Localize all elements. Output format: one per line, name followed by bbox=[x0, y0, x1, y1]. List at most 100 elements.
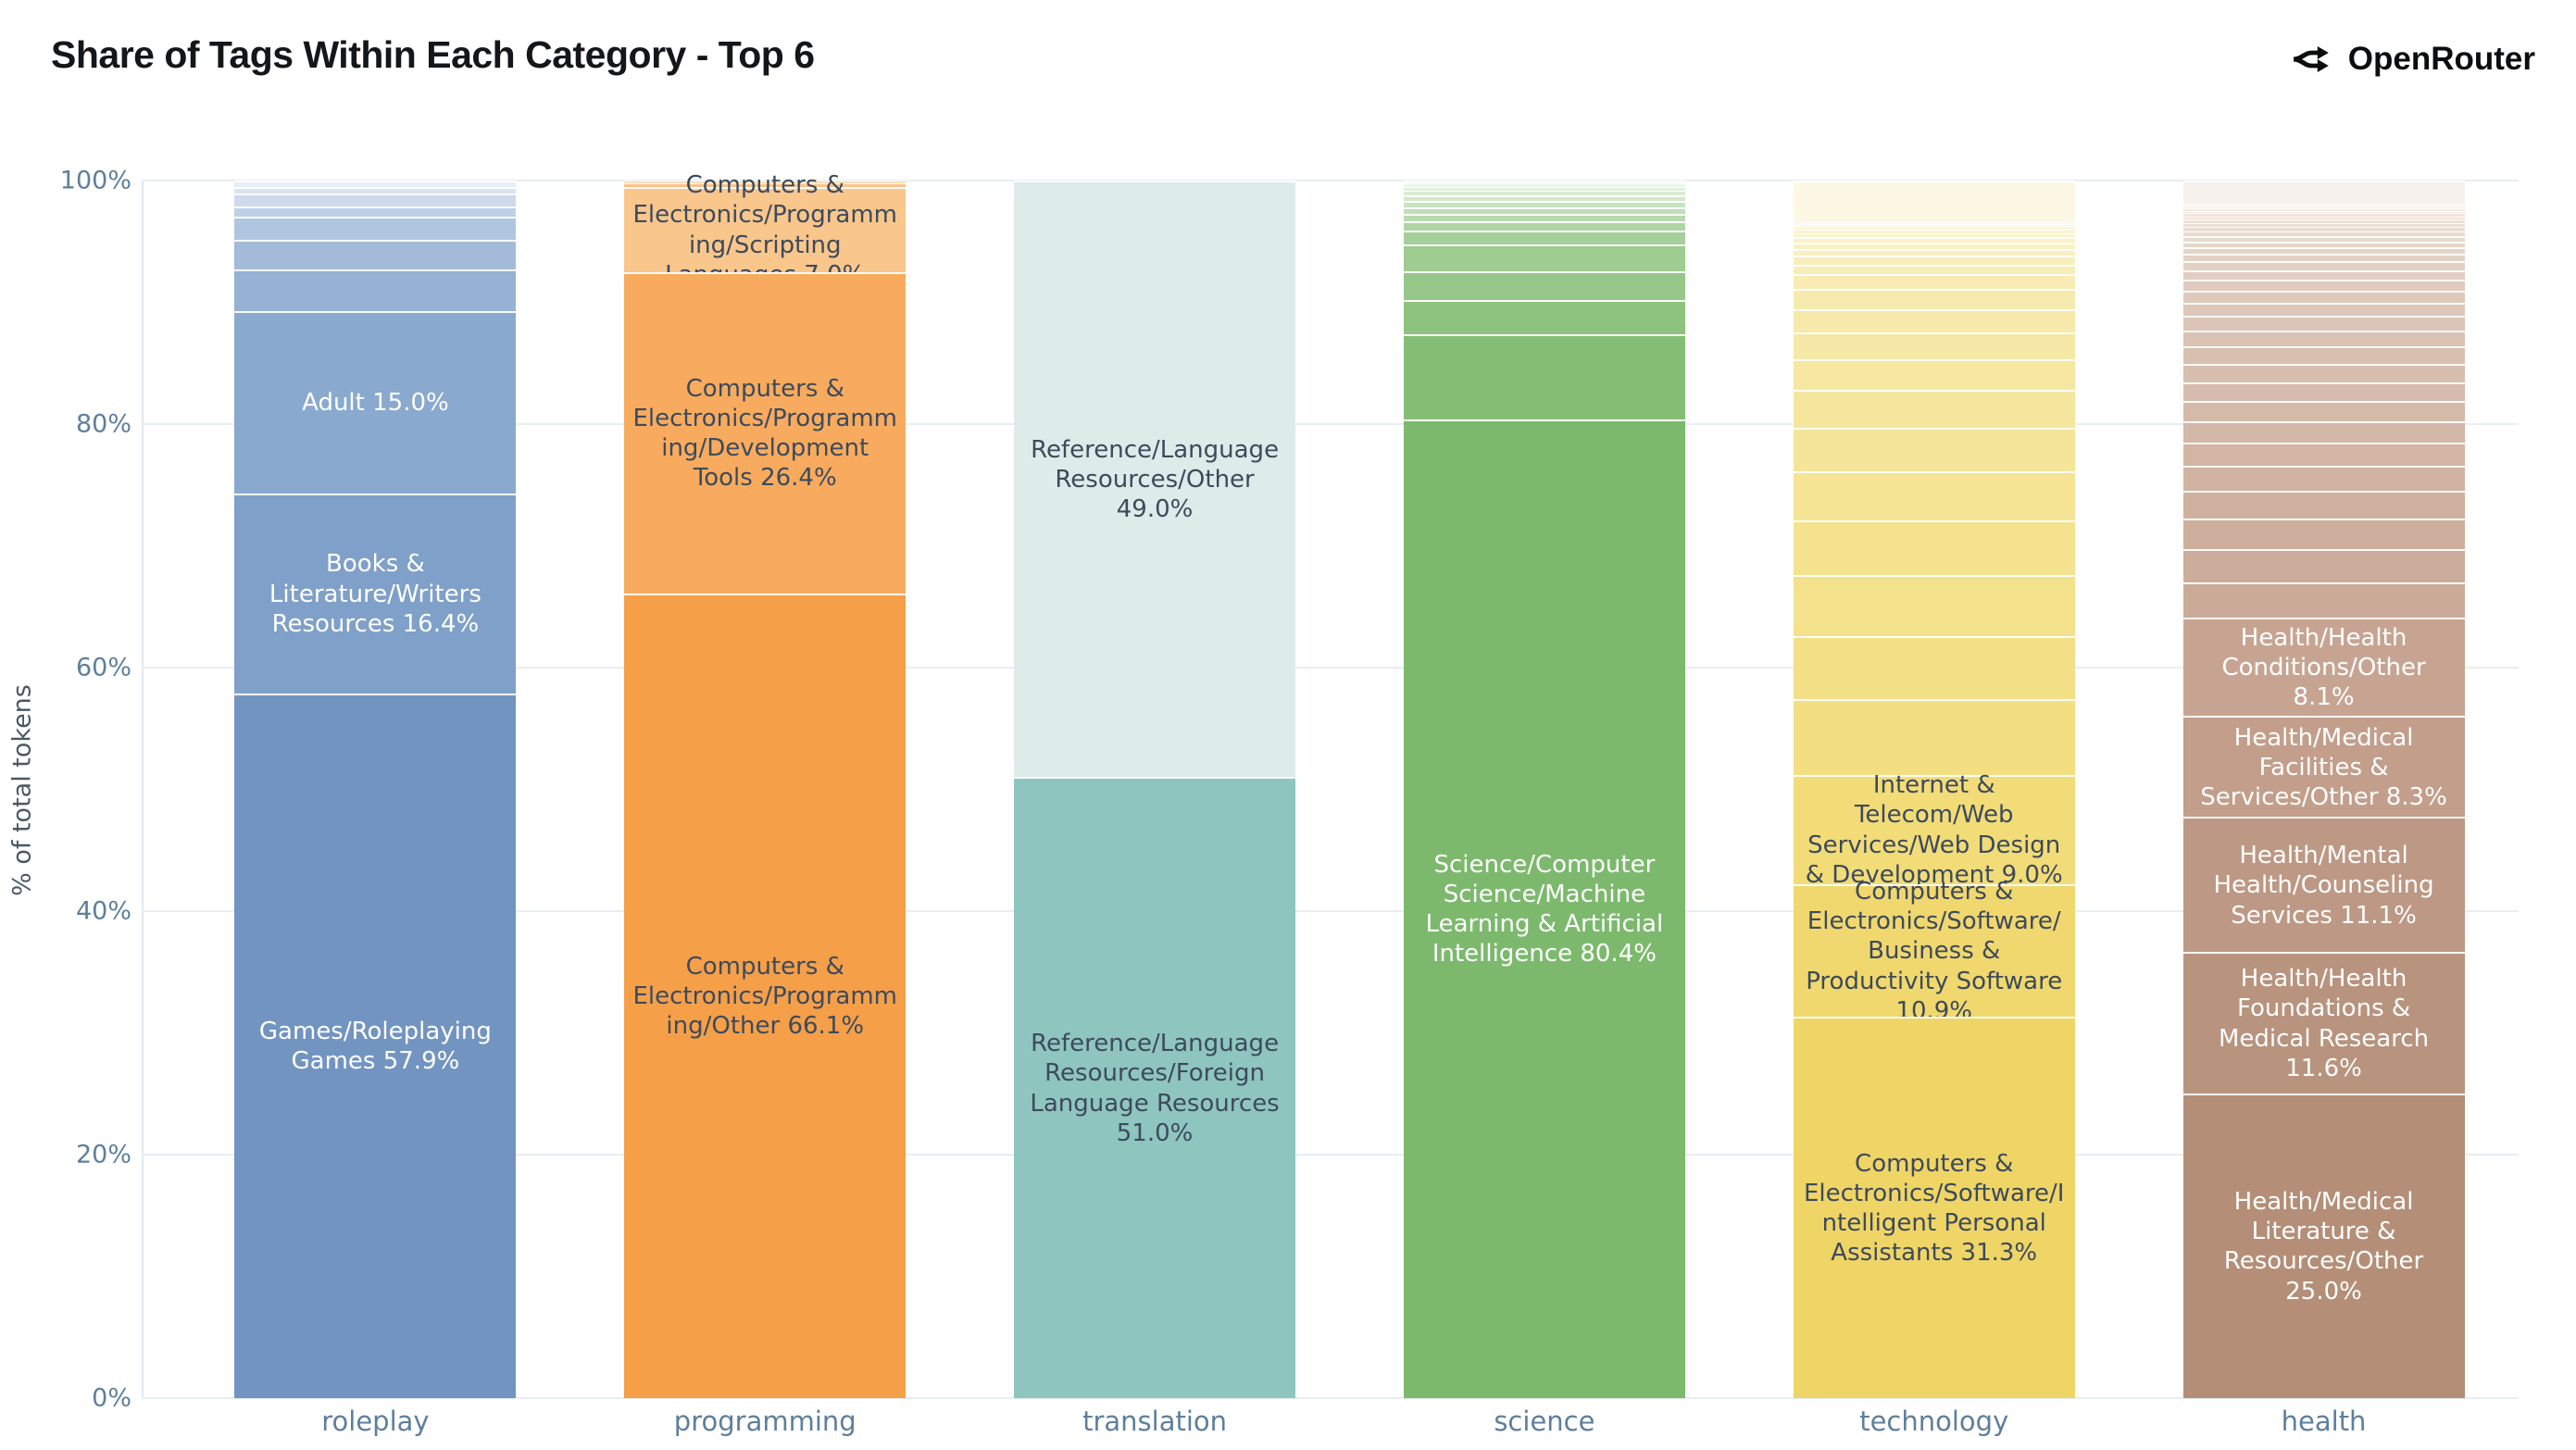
bar-segment-minor[interactable] bbox=[624, 181, 907, 183]
bar-segment-minor[interactable] bbox=[2182, 269, 2465, 281]
bar-segment[interactable]: Adult 15.0% bbox=[234, 310, 517, 494]
bar-segment-minor[interactable] bbox=[2182, 331, 2465, 347]
bar-segment-minor[interactable] bbox=[1403, 214, 1685, 221]
bar-segment[interactable]: Games/Roleplaying Games 57.9% bbox=[234, 693, 517, 1398]
bar-segment-minor[interactable] bbox=[1403, 231, 1685, 244]
bar-segment-minor[interactable] bbox=[2182, 401, 2465, 421]
bar-segment[interactable]: Health/Mental Health/Counseling Services… bbox=[2182, 817, 2465, 953]
bar-segment-minor[interactable] bbox=[1403, 191, 1685, 196]
bar-segment[interactable]: Reference/Language Resources/Other 49.0% bbox=[1014, 181, 1296, 778]
bar-segment-minor[interactable] bbox=[2182, 519, 2465, 550]
bar-segment-minor[interactable] bbox=[1793, 232, 2075, 238]
bar-segment[interactable]: Computers & Electronics/Programming/Deve… bbox=[624, 271, 907, 594]
bar-segment-minor[interactable] bbox=[2182, 205, 2465, 207]
bar-segment-minor[interactable] bbox=[1793, 243, 2075, 249]
bar-segment-minor[interactable] bbox=[2182, 491, 2465, 519]
bar-segment-minor[interactable] bbox=[1403, 300, 1685, 334]
bar-segment-minor[interactable] bbox=[2182, 316, 2465, 331]
bar-segment-minor[interactable] bbox=[1403, 201, 1685, 207]
bar-segment[interactable]: Health/Medical Literature & Resources/Ot… bbox=[2182, 1093, 2465, 1398]
bar-segment[interactable]: Science/Computer Science/Machine Learnin… bbox=[1403, 419, 1685, 1398]
bar-segment[interactable]: Computers & Electronics/Programming/Scri… bbox=[624, 171, 907, 289]
bar-segment-minor[interactable] bbox=[2182, 290, 2465, 304]
bar-segment-minor[interactable] bbox=[1793, 288, 2075, 310]
bar-segment-minor[interactable] bbox=[2182, 581, 2465, 618]
bar-segment-minor[interactable] bbox=[2182, 219, 2465, 223]
bar-segment-minor[interactable] bbox=[2182, 241, 2465, 248]
bar-segment-minor[interactable] bbox=[234, 240, 517, 269]
bar-segment-minor[interactable] bbox=[1403, 333, 1685, 419]
bar-segment-minor[interactable] bbox=[2182, 280, 2465, 291]
bar-segment-minor[interactable] bbox=[1793, 221, 2075, 224]
bar-segment-minor[interactable] bbox=[1793, 226, 2075, 230]
bar-segment-minor[interactable] bbox=[2182, 303, 2465, 317]
bar-segment-minor[interactable] bbox=[1403, 181, 1685, 183]
bar-segment-minor[interactable] bbox=[2182, 226, 2465, 231]
bar-segment-minor[interactable] bbox=[2182, 181, 2465, 206]
bar-segment-minor[interactable] bbox=[1793, 181, 2075, 222]
bar-segment-minor[interactable] bbox=[1793, 359, 2075, 391]
bar-segment[interactable]: Computers & Electronics/Software/Busines… bbox=[1793, 878, 2075, 1025]
gridline bbox=[142, 667, 2519, 669]
bar-segment-minor[interactable] bbox=[1793, 471, 2075, 520]
bar-segment-minor[interactable] bbox=[2182, 254, 2465, 262]
bar-segment-minor[interactable] bbox=[1793, 574, 2075, 636]
bar-segment-minor[interactable] bbox=[2182, 465, 2465, 492]
bar-segment[interactable]: Health/Medical Facilities & Services/Oth… bbox=[2182, 716, 2465, 818]
bar-segment-minor[interactable] bbox=[1403, 220, 1685, 231]
bar-segment-label: Reference/Language Resources/Other 49.0% bbox=[1031, 435, 1280, 524]
bar-segment[interactable]: Computers & Electronics/Programming/Othe… bbox=[624, 593, 907, 1398]
bar-segment-minor[interactable] bbox=[1793, 332, 2075, 360]
bar-segment-minor[interactable] bbox=[2182, 206, 2465, 209]
brand-logo[interactable]: OpenRouter bbox=[2289, 37, 2535, 81]
bar-segment-minor[interactable] bbox=[234, 186, 517, 194]
bar-segment-minor[interactable] bbox=[1793, 264, 2075, 275]
y-tick-label: 80% bbox=[75, 409, 131, 439]
bar-segment-minor[interactable] bbox=[1403, 206, 1685, 215]
bar-segment-minor[interactable] bbox=[2182, 210, 2465, 214]
bar-segment-minor[interactable] bbox=[2182, 247, 2465, 255]
bar-segment-minor[interactable] bbox=[1793, 237, 2075, 244]
bar-segment[interactable]: Health/Health Conditions/Other 8.1% bbox=[2182, 617, 2465, 717]
bar-segment-minor[interactable] bbox=[1403, 270, 1685, 301]
bar-segment-minor[interactable] bbox=[1793, 309, 2075, 333]
bar-segment-minor[interactable] bbox=[2182, 420, 2465, 443]
bar-segment-minor[interactable] bbox=[234, 206, 517, 218]
bar-segment-minor[interactable] bbox=[1793, 248, 2075, 256]
bar-segment-minor[interactable] bbox=[1403, 195, 1685, 202]
bar-segment-minor[interactable] bbox=[1793, 699, 2075, 775]
bar-segment[interactable]: Health/Health Foundations & Medical Rese… bbox=[2182, 952, 2465, 1094]
bar-segment[interactable]: Internet & Telecom/Web Services/Web Desi… bbox=[1793, 771, 2075, 889]
bar-segment-minor[interactable] bbox=[2182, 442, 2465, 466]
bar-segment[interactable]: Books & Literature/Writers Resources 16.… bbox=[234, 493, 517, 694]
bar-segment-minor[interactable] bbox=[624, 182, 907, 187]
bar-segment-minor[interactable] bbox=[2182, 216, 2465, 220]
bar-segment-minor[interactable] bbox=[2182, 382, 2465, 402]
bar-segment-minor[interactable] bbox=[1403, 186, 1685, 192]
bar-segment-minor[interactable] bbox=[1793, 635, 2075, 700]
bar-segment-minor[interactable] bbox=[1403, 244, 1685, 271]
bar-segment-minor[interactable] bbox=[234, 269, 517, 311]
bar-segment-minor[interactable] bbox=[1793, 274, 2075, 289]
bar-segment-minor[interactable] bbox=[234, 181, 517, 187]
bar-segment[interactable]: Computers & Electronics/Software/Intelli… bbox=[1793, 1017, 2075, 1398]
bar-segment-minor[interactable] bbox=[234, 217, 517, 241]
bar-segment-minor[interactable] bbox=[1793, 390, 2075, 428]
bar-segment[interactable]: Reference/Language Resources/Foreign Lan… bbox=[1014, 777, 1296, 1398]
bar-segment-minor[interactable] bbox=[2182, 222, 2465, 227]
bar-segment-minor[interactable] bbox=[1793, 223, 2075, 227]
bar-segment-minor[interactable] bbox=[2182, 235, 2465, 242]
bar-segment-minor[interactable] bbox=[2182, 231, 2465, 236]
bar-segment-minor[interactable] bbox=[234, 194, 517, 206]
bar-segment-minor[interactable] bbox=[2182, 208, 2465, 211]
bar-segment-minor[interactable] bbox=[2182, 364, 2465, 383]
bar-segment-minor[interactable] bbox=[1793, 427, 2075, 472]
bar-segment-minor[interactable] bbox=[1793, 229, 2075, 233]
bar-segment-minor[interactable] bbox=[2182, 261, 2465, 270]
bar-segment-minor[interactable] bbox=[1793, 519, 2075, 575]
bar-segment-minor[interactable] bbox=[2182, 346, 2465, 365]
bar-segment-minor[interactable] bbox=[1793, 256, 2075, 265]
bar-segment-minor[interactable] bbox=[2182, 549, 2465, 582]
bar-segment-minor[interactable] bbox=[2182, 213, 2465, 217]
bar-segment-minor[interactable] bbox=[1403, 182, 1685, 187]
